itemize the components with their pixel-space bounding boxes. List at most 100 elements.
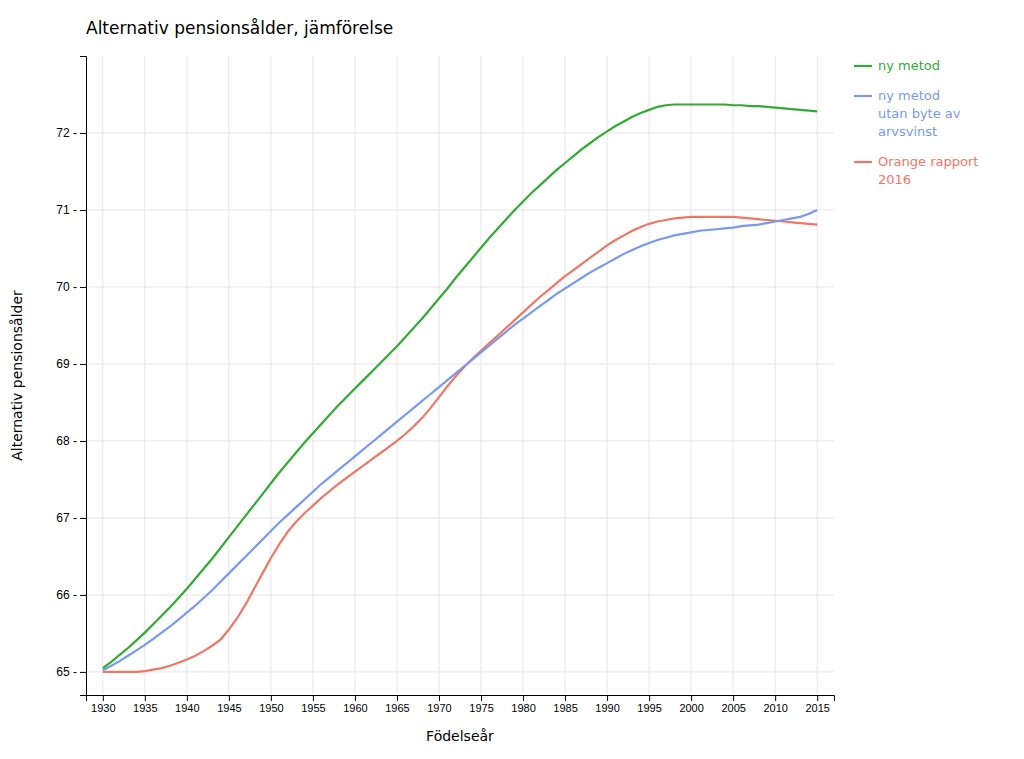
- grid-line-x: [733, 56, 734, 695]
- grid-line-x: [817, 56, 818, 695]
- x-tick-mark: [733, 695, 734, 701]
- x-tick: 1985: [553, 695, 577, 714]
- x-tick-label: 1950: [259, 702, 283, 714]
- grid-line-x: [228, 56, 229, 695]
- y-tick-mark: [80, 287, 86, 288]
- x-tick-label: 2005: [721, 702, 745, 714]
- x-tick: 1940: [175, 695, 199, 714]
- x-tick-label: 1930: [91, 702, 115, 714]
- x-tick-mark: [145, 695, 146, 701]
- x-tick-label: 1935: [133, 702, 157, 714]
- series-line: [103, 105, 817, 669]
- x-tick-mark: [481, 695, 482, 701]
- x-tick: 2010: [763, 695, 787, 714]
- grid-line-y: [86, 132, 834, 133]
- x-axis-line: [87, 696, 835, 702]
- x-tick-label: 1995: [637, 702, 661, 714]
- y-tick-mark: [80, 364, 86, 365]
- legend-swatch: [854, 65, 872, 67]
- x-tick: 2005: [721, 695, 745, 714]
- x-tick-label: 1955: [301, 702, 325, 714]
- grid-line-y: [86, 440, 834, 441]
- legend-label: ny metod: [878, 58, 940, 73]
- grid-line-x: [270, 56, 271, 695]
- grid-line-x: [102, 56, 103, 695]
- plot: 1930193519401945195019551960196519701975…: [56, 56, 834, 714]
- x-tick: 1935: [133, 695, 157, 714]
- y-axis-line: [80, 57, 87, 696]
- grid-line-x: [144, 56, 145, 695]
- legend: ny metodny metodutan byte avarvsvinstOra…: [854, 58, 978, 187]
- x-tick: 1980: [511, 695, 535, 714]
- x-tick-label: 1945: [217, 702, 241, 714]
- lines: [103, 105, 817, 672]
- x-tick-label: 1980: [511, 702, 535, 714]
- grid-line-x: [354, 56, 355, 695]
- x-tick-label: 1975: [469, 702, 493, 714]
- y-tick-mark: [80, 672, 86, 673]
- grid-line-y: [86, 286, 834, 287]
- legend-swatch: [854, 161, 872, 163]
- x-tick-mark: [103, 695, 104, 701]
- x-tick-label: 1985: [553, 702, 577, 714]
- x-axis-title: Födelseår: [426, 728, 494, 744]
- legend-label: Orange rapport2016: [878, 154, 978, 187]
- title: Alternativ pensionsålder, jämförelse: [86, 18, 393, 38]
- grid-line-x: [396, 56, 397, 695]
- x-tick-mark: [355, 695, 356, 701]
- grid-line-x: [438, 56, 439, 695]
- x-tick-mark: [691, 695, 692, 701]
- x-tick: 2000: [679, 695, 703, 714]
- legend-label-line: arvsvinst: [878, 124, 937, 139]
- x-tick-label: 2015: [805, 702, 829, 714]
- x-tick-mark: [775, 695, 776, 701]
- y-tick-label: 67 -: [56, 511, 77, 525]
- x-tick-mark: [565, 695, 566, 701]
- x-tick-mark: [523, 695, 524, 701]
- x-tick-mark: [229, 695, 230, 701]
- legend-label-line: ny metod: [878, 88, 940, 103]
- x-tick-label: 1990: [595, 702, 619, 714]
- legend-item: Orange rapport2016: [854, 154, 978, 187]
- x-tick: 1950: [259, 695, 283, 714]
- legend-label: ny metodutan byte avarvsvinst: [878, 88, 961, 139]
- grid-line-x: [649, 56, 650, 695]
- x-tick: 1965: [385, 695, 409, 714]
- y-tick: 69 -: [56, 357, 86, 371]
- x-tick: 1990: [595, 695, 619, 714]
- grid-line-y: [86, 671, 834, 672]
- legend-label-line: ny metod: [878, 58, 940, 73]
- legend-item: ny metodutan byte avarvsvinst: [854, 88, 961, 139]
- y-tick-label: 65 -: [56, 665, 77, 679]
- y-tick-label: 72 -: [56, 126, 77, 140]
- y-tick-label: 70 -: [56, 280, 77, 294]
- y-tick-label: 69 -: [56, 357, 77, 371]
- y-tick-label: 68 -: [56, 434, 77, 448]
- y-tick-mark: [80, 518, 86, 519]
- x-tick-mark: [397, 695, 398, 701]
- y-tick: 67 -: [56, 511, 86, 525]
- x-tick: 1945: [217, 695, 241, 714]
- y-tick: 71 -: [56, 203, 86, 217]
- y-tick-mark: [80, 210, 86, 211]
- y-tick: 66 -: [56, 588, 86, 602]
- x-axis: 1930193519401945195019551960196519701975…: [87, 695, 835, 714]
- x-tick: 1995: [637, 695, 661, 714]
- series-line: [103, 217, 817, 672]
- y-tick-label: 66 -: [56, 588, 77, 602]
- x-tick-label: 1940: [175, 702, 199, 714]
- x-tick: 1975: [469, 695, 493, 714]
- y-tick-mark: [80, 441, 86, 442]
- y-tick: 72 -: [56, 126, 86, 140]
- y-tick: 70 -: [56, 280, 86, 294]
- x-tick: 1960: [343, 695, 367, 714]
- series-line: [103, 210, 817, 670]
- grid: [86, 56, 834, 695]
- legend-label-line: Orange rapport: [878, 154, 978, 169]
- x-tick-label: 1965: [385, 702, 409, 714]
- x-tick-mark: [313, 695, 314, 701]
- grid-line-y: [86, 209, 834, 210]
- x-tick: 1955: [301, 695, 325, 714]
- grid-line-y: [86, 594, 834, 595]
- y-axis-title: Alternativ pensionsålder: [9, 290, 25, 461]
